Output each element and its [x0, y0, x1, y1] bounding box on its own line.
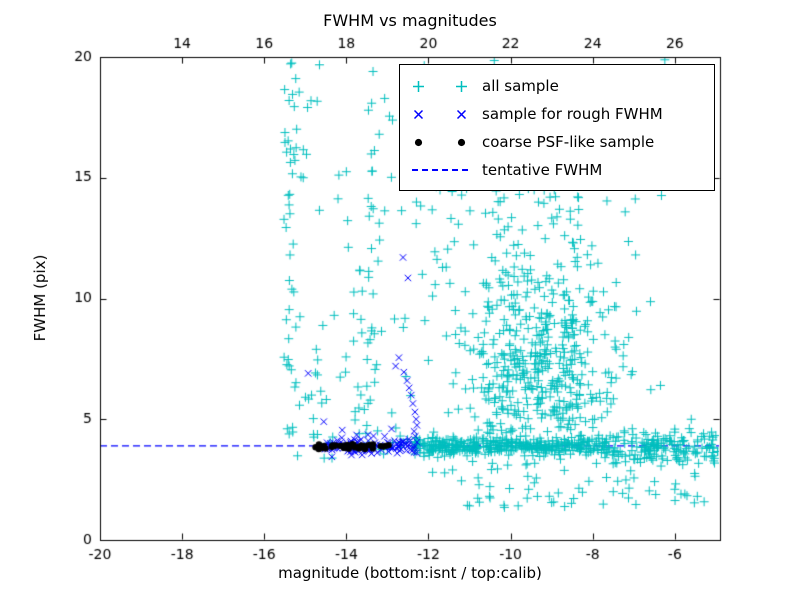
- legend-label: all sample: [482, 77, 559, 95]
- plus-marker-icon: [412, 80, 468, 93]
- x-marker-icon: [412, 108, 468, 121]
- legend-item-all-sample: all sample: [400, 72, 714, 100]
- legend-item-psf-sample: coarse PSF-like sample: [400, 128, 714, 156]
- legend-item-rough-fwhm: sample for rough FWHM: [400, 100, 714, 128]
- y-axis-label: FWHM (pix): [31, 254, 49, 342]
- x-axis-label: magnitude (bottom:isnt / top:calib): [278, 564, 542, 582]
- dot-marker-icon: [412, 136, 468, 149]
- legend-label: sample for rough FWHM: [482, 105, 663, 123]
- legend-item-tentative-fwhm: tentative FWHM: [400, 156, 714, 184]
- dashed-line-icon: [412, 169, 468, 171]
- chart-title: FWHM vs magnitudes: [323, 11, 497, 30]
- legend-label: tentative FWHM: [482, 161, 603, 179]
- legend: all sample sample for rough FWHM coarse …: [399, 64, 715, 191]
- legend-label: coarse PSF-like sample: [482, 133, 655, 151]
